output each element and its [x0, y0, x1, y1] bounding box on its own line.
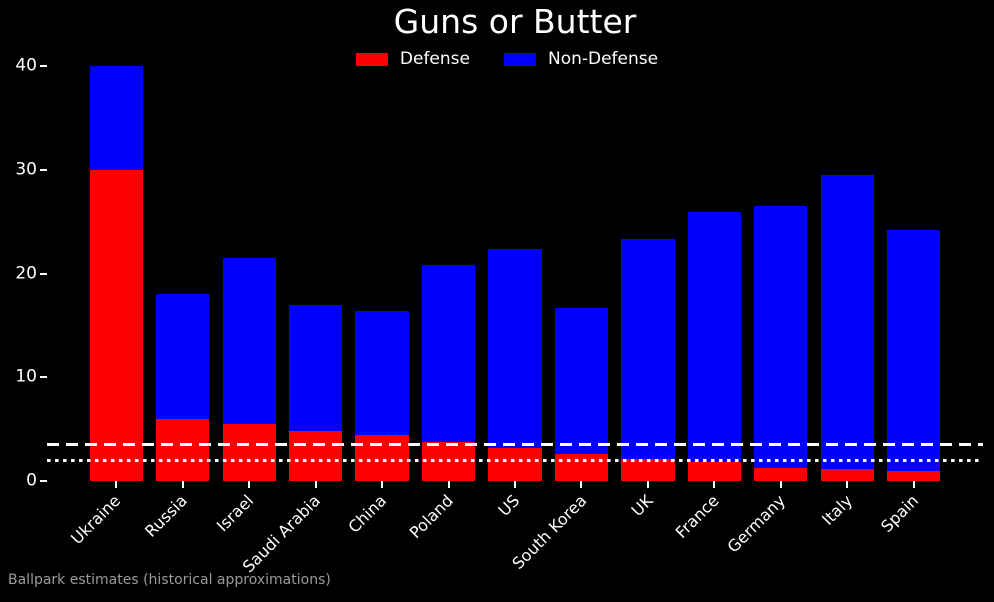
- reference-line-dashed-3.5: [47, 443, 983, 447]
- bar-defense-france: [687, 462, 741, 481]
- x-tick-label-spain: Spain: [877, 491, 923, 537]
- x-tick-label-us: US: [494, 491, 524, 520]
- bar-non-defense-russia: [156, 294, 210, 419]
- x-tick-china: [381, 481, 384, 488]
- x-tick-ukraine: [115, 481, 118, 488]
- x-tick-russia: [181, 481, 184, 488]
- x-tick-italy: [846, 481, 849, 488]
- legend-label-non-defense: Non-Defense: [547, 49, 659, 69]
- x-tick-israel: [248, 481, 251, 488]
- bar-non-defense-france: [687, 212, 741, 463]
- x-tick-label-ukraine: Ukraine: [67, 491, 125, 549]
- x-tick-label-italy: Italy: [817, 491, 856, 529]
- y-tick-40: [40, 65, 47, 68]
- x-tick-label-germany: Germany: [723, 491, 790, 557]
- non-defense-swatch: [503, 52, 536, 66]
- legend-label-defense: Defense: [399, 49, 470, 69]
- footnote: Ballpark estimates (historical approxima…: [8, 572, 331, 588]
- bar-non-defense-south-korea: [554, 307, 609, 455]
- bar-non-defense-saudi-arabia: [288, 304, 343, 432]
- y-tick-label-30: 30: [15, 159, 37, 180]
- bar-defense-germany: [754, 467, 808, 481]
- x-tick-label-france: France: [671, 491, 723, 543]
- bar-defense-russia: [156, 418, 210, 481]
- bar-defense-south-korea: [554, 454, 609, 481]
- y-tick-label-10: 10: [15, 366, 37, 387]
- defense-swatch: [355, 52, 388, 66]
- y-tick-label-40: 40: [15, 55, 37, 76]
- x-tick-label-china: China: [344, 491, 391, 537]
- bar-defense-italy: [820, 468, 874, 481]
- bar-non-defense-uk: [621, 239, 675, 460]
- bar-non-defense-israel: [222, 258, 276, 424]
- bar-non-defense-germany: [754, 206, 808, 468]
- x-tick-germany: [779, 481, 782, 488]
- x-tick-label-uk: UK: [627, 491, 657, 521]
- bar-defense-saudi-arabia: [288, 431, 343, 481]
- bar-non-defense-italy: [820, 175, 874, 469]
- bar-non-defense-spain: [887, 230, 941, 471]
- x-tick-saudi-arabia: [314, 481, 317, 488]
- bar-non-defense-poland: [421, 265, 476, 442]
- bar-non-defense-ukraine: [89, 66, 143, 170]
- bar-defense-ukraine: [89, 169, 143, 481]
- x-tick-uk: [646, 481, 649, 488]
- legend-item-non-defense: Non-Defense: [503, 49, 659, 69]
- bar-non-defense-us: [488, 248, 542, 448]
- bar-defense-uk: [621, 459, 675, 481]
- bar-defense-us: [488, 447, 542, 481]
- x-tick-label-russia: Russia: [141, 491, 192, 541]
- y-tick-label-20: 20: [15, 263, 37, 284]
- reference-line-dotted-2: [47, 458, 983, 462]
- y-tick-20: [40, 272, 47, 275]
- bar-defense-spain: [887, 470, 941, 481]
- x-tick-label-israel: Israel: [213, 491, 258, 536]
- y-tick-10: [40, 376, 47, 379]
- bar-non-defense-china: [355, 310, 409, 436]
- y-tick-label-0: 0: [26, 470, 37, 491]
- y-tick-30: [40, 168, 47, 171]
- x-tick-us: [514, 481, 516, 488]
- x-tick-spain: [912, 481, 915, 488]
- x-tick-france: [713, 481, 716, 488]
- x-tick-label-poland: Poland: [405, 491, 457, 543]
- bar-defense-israel: [222, 423, 276, 481]
- legend: Defense Non-Defense: [355, 49, 659, 69]
- bar-defense-china: [355, 435, 409, 481]
- x-tick-poland: [447, 481, 450, 488]
- y-tick-0: [40, 480, 47, 482]
- legend-item-defense: Defense: [355, 49, 470, 69]
- x-tick-south-korea: [580, 481, 583, 488]
- chart-title: Guns or Butter: [393, 2, 637, 41]
